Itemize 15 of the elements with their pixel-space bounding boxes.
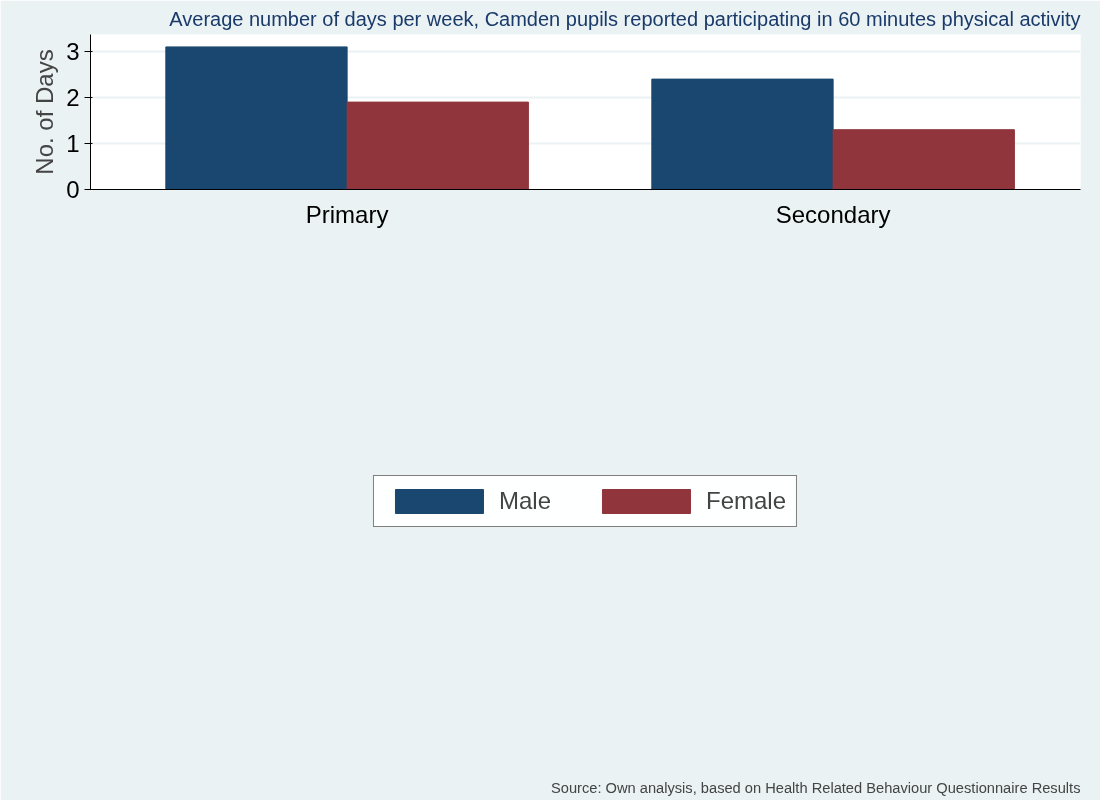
y-tick-label: 0 [66,176,80,203]
x-tick-label: Primary [305,200,389,228]
y-axis-title: No. of Days [31,49,59,175]
chart-title: Average number of days per week, Camden pupils reported participating in 60 minutes physical activity [169,7,1081,30]
x-tick-label: Secondary [775,200,891,228]
bar [832,129,1015,190]
bar [165,46,348,190]
bar [651,78,834,190]
y-tick-label: 3 [66,38,80,66]
y-tick-label: 1 [66,130,80,158]
source-note: Source: Own analysis, based on Health Related Behaviour Questionnaire Results [550,779,1081,796]
legend-label: Female [706,486,787,515]
bar [346,101,529,190]
y-tick-label: 2 [66,84,80,112]
legend-label: Male [498,486,551,515]
